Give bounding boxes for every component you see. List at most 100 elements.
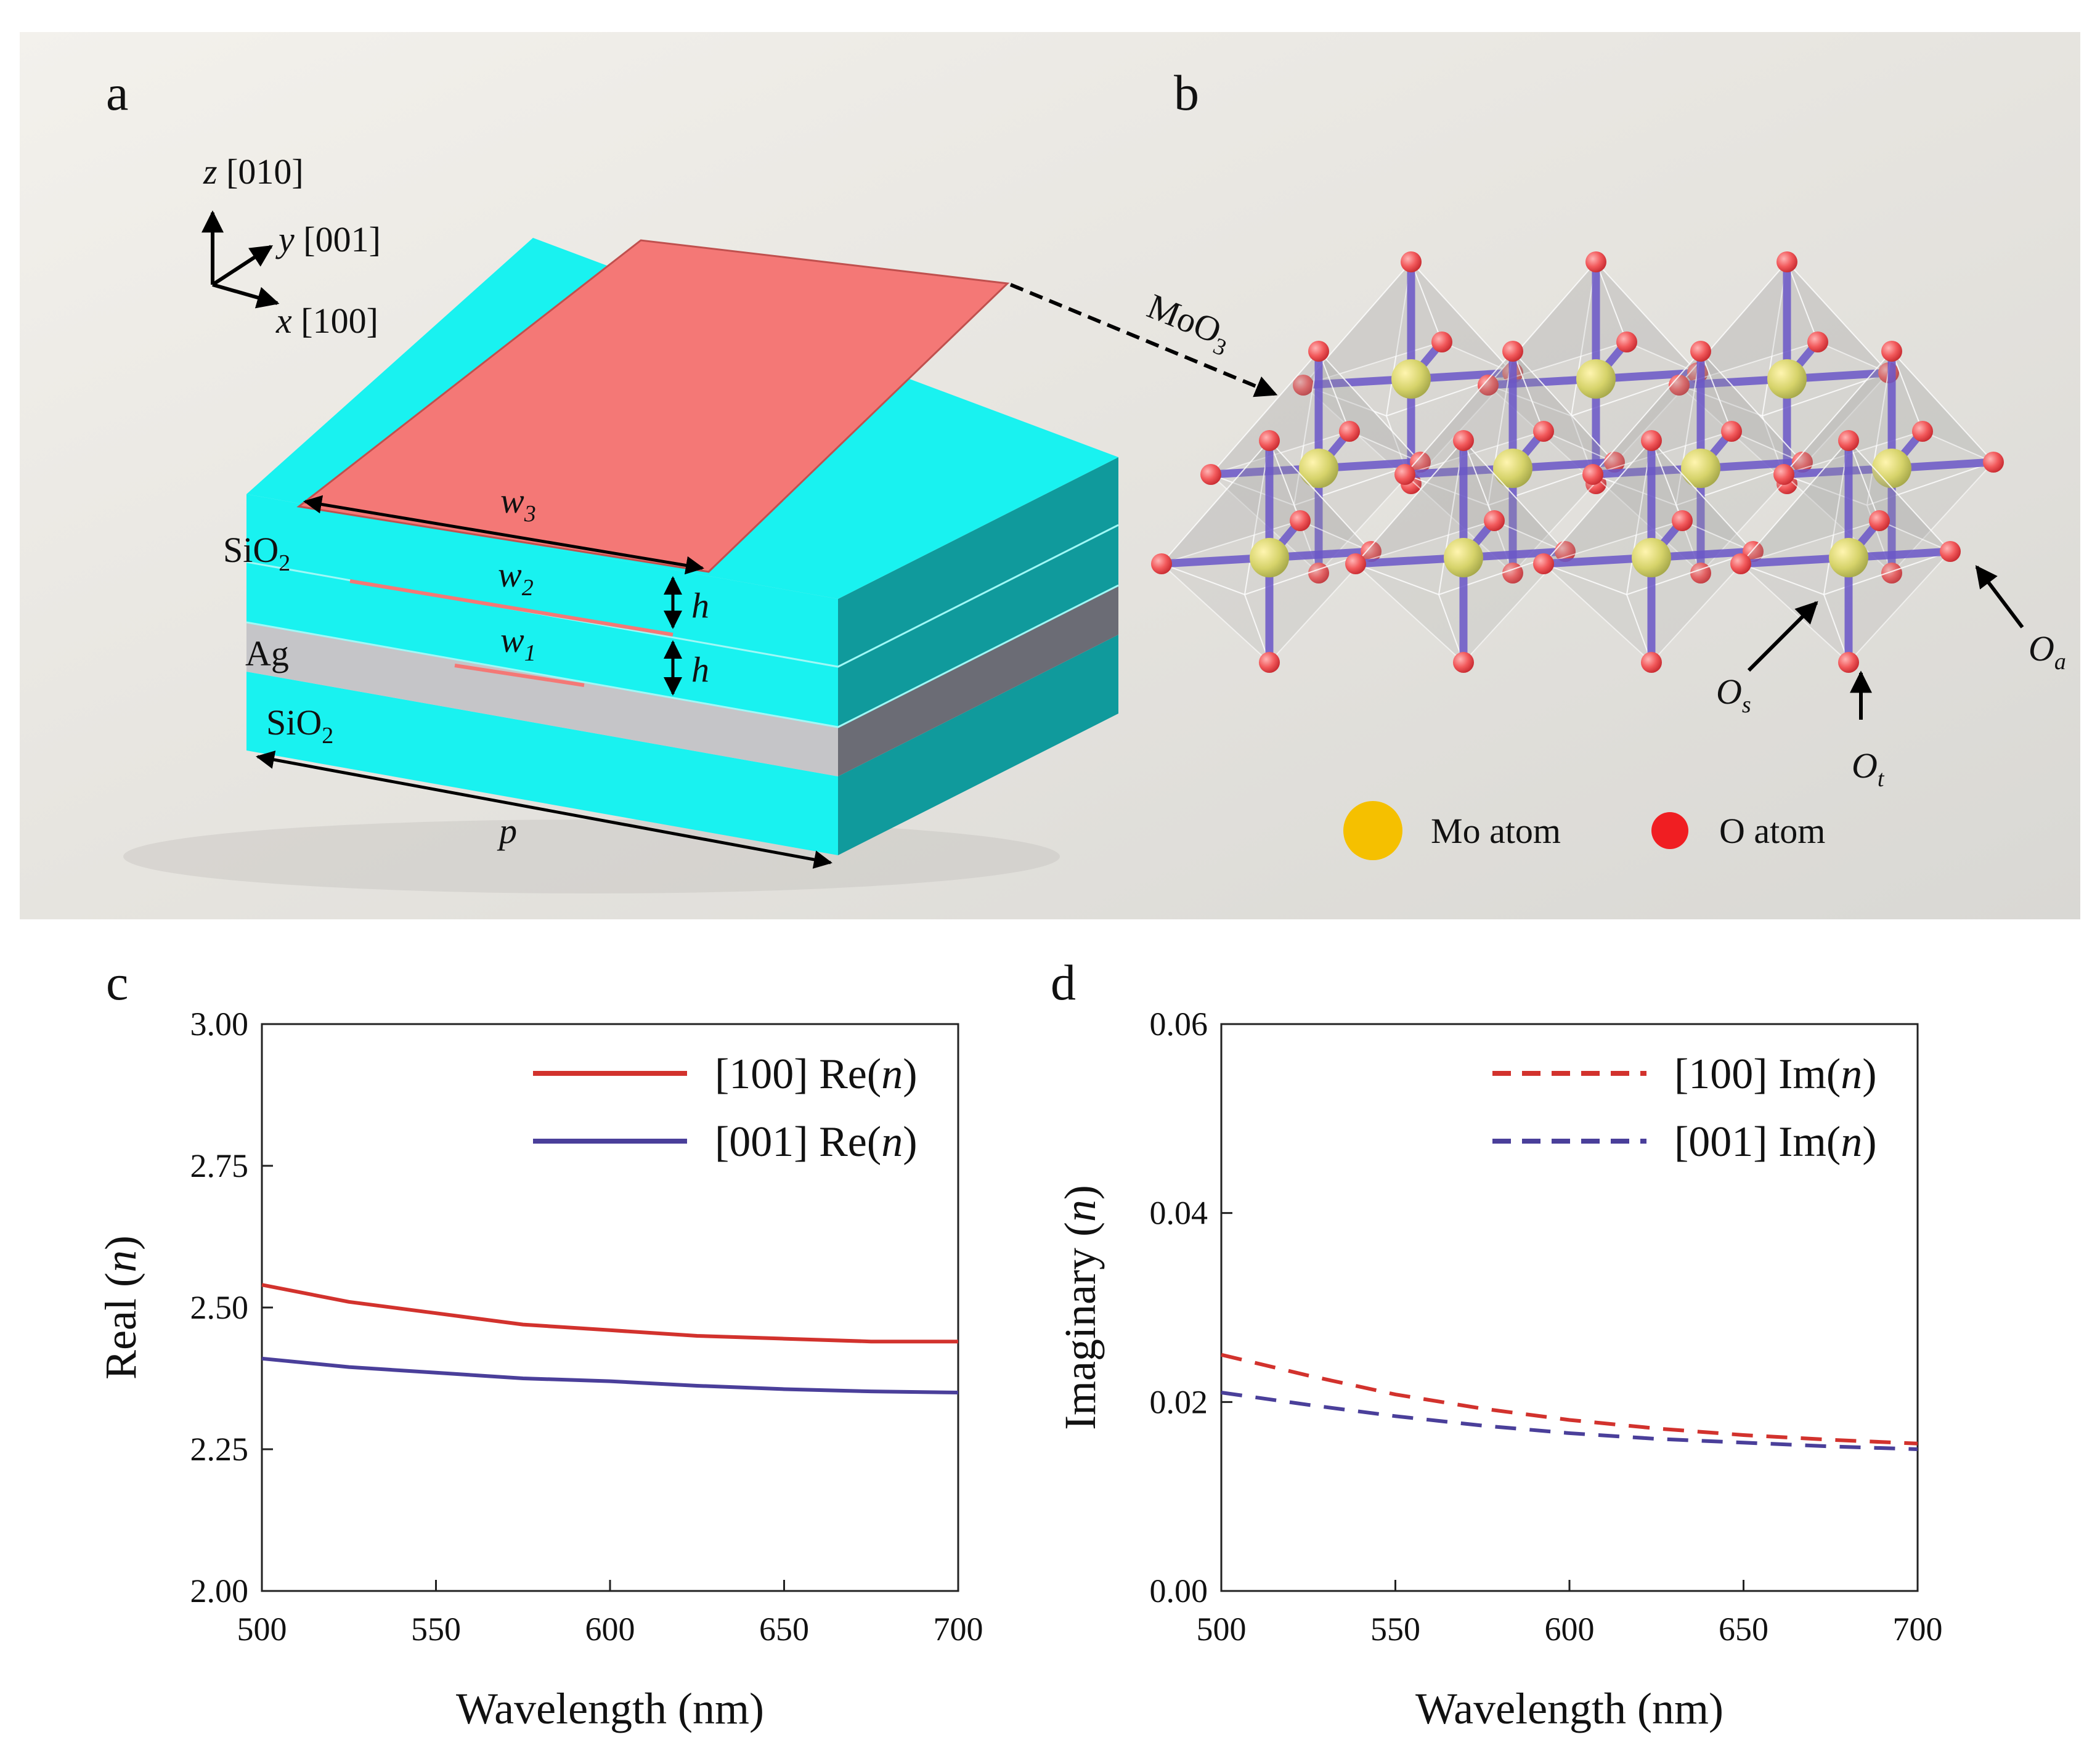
o-atom: [1773, 464, 1794, 485]
o-atom: [1604, 452, 1625, 473]
bottom-sio2-label: SiO2: [266, 702, 333, 749]
ag-side: [838, 585, 1118, 776]
z-axis-label: z [010]: [203, 152, 304, 192]
y-tick-label: 2.25: [190, 1431, 249, 1468]
panel-b-label: b: [1174, 65, 1199, 121]
panel-d-label: d: [1051, 954, 1076, 1011]
top-sio2-side: [838, 457, 1118, 667]
panel-a: a z [010] y [001] x [100]: [106, 65, 1278, 893]
moo3-crystal: [1151, 251, 2004, 673]
x-tick-label: 550: [411, 1611, 461, 1648]
p-label: p: [497, 811, 517, 851]
os-label: Os: [1716, 672, 1751, 718]
y-tick-label: 0.04: [1150, 1195, 1208, 1232]
x-tick-label: 550: [1370, 1611, 1420, 1648]
o-atom: [1869, 510, 1890, 531]
y-tick-label: 2.50: [190, 1289, 249, 1326]
o-atom-legend-label: O atom: [1719, 811, 1825, 851]
x-axis-title: Wavelength (nm): [456, 1684, 764, 1733]
o-atom: [1555, 541, 1576, 562]
mo-atom: [1493, 449, 1532, 488]
mo-atom-legend-label: Mo atom: [1431, 811, 1561, 851]
x-tick-label: 500: [1197, 1611, 1247, 1648]
oa-label: Oa: [2029, 628, 2066, 675]
o-atom: [1983, 452, 2004, 473]
y-axis-title: Real (n): [96, 1235, 145, 1380]
ot-label: Ot: [1852, 746, 1885, 792]
o-atom: [1730, 553, 1751, 574]
o-atom: [1881, 341, 1902, 362]
o-atom: [1838, 652, 1859, 673]
plot-frame: [261, 1023, 959, 1592]
x-tick-label: 650: [759, 1611, 809, 1648]
w2-label: w2: [498, 555, 534, 601]
panel-b: b Os Ot Oa Mo atom O atom: [1151, 65, 2066, 860]
o-atom: [1690, 341, 1711, 362]
o-atom: [1453, 652, 1474, 673]
o-atom: [1582, 464, 1603, 485]
o-atom: [1672, 510, 1693, 531]
mo-atom: [1444, 538, 1483, 577]
mo-atom: [1391, 359, 1431, 399]
o-atom: [1838, 430, 1859, 451]
o-atom: [1641, 652, 1662, 673]
o-atom: [1721, 421, 1742, 442]
moo3-pointer-arrow: [1009, 283, 1278, 397]
middle-sio2-front: [246, 562, 838, 727]
y-tick-label: 0.06: [1150, 1006, 1208, 1043]
mo-atom: [1872, 449, 1911, 488]
octahedron-face: [1570, 372, 1698, 485]
o-atom: [1807, 332, 1828, 352]
legend-label-0: [100] Re(n): [715, 1051, 918, 1098]
y-tick-label: 2.00: [190, 1572, 249, 1609]
ag-front: [246, 622, 838, 776]
chart-d: 500 550 600 650 700 0.00 0.02 0.04 0.06 Wavelengt…: [1056, 1006, 1943, 1733]
os-arrow: [1747, 601, 1818, 672]
grating-w2: [349, 579, 674, 637]
x-tick-label: 650: [1719, 1611, 1768, 1648]
o-atom: [1401, 251, 1422, 272]
shadow: [123, 820, 1060, 893]
y-tick-label: 3.00: [190, 1006, 249, 1043]
legend-label-1: [001] Im(n): [1674, 1118, 1877, 1166]
w3-dimension: [303, 495, 704, 575]
x-axis-label: x [100]: [275, 301, 378, 341]
y-tick-label: 0.00: [1150, 1572, 1208, 1609]
panel-a-label: a: [106, 65, 128, 121]
o-atom: [1410, 452, 1431, 473]
panel-d: d 500 550 600 650 700 0.00 0.02 0.04 0.06 Wavelen…: [1051, 954, 1943, 1733]
o-atom: [1484, 510, 1505, 531]
mo-atom: [1299, 449, 1338, 488]
x-axis-title: Wavelength (nm): [1415, 1684, 1724, 1733]
w3-label: w3: [500, 481, 536, 527]
mo-atom: [1576, 359, 1616, 399]
series-line-0: [261, 1283, 958, 1344]
o-atom: [1361, 541, 1382, 562]
y-axis-arrow: [211, 245, 274, 287]
x-tick-label: 600: [585, 1611, 635, 1648]
o-atom: [1533, 421, 1554, 442]
x-tick-label: 500: [237, 1611, 287, 1648]
octahedron-face: [1243, 551, 1372, 664]
o-atom: [1912, 421, 1933, 442]
octahedron-face: [1866, 462, 1994, 574]
o-atom: [1345, 553, 1366, 574]
octahedron-face: [1823, 551, 1951, 664]
mo-atom: [1632, 538, 1671, 577]
series-line-1: [1221, 1391, 1918, 1451]
o-atom: [1151, 553, 1172, 574]
axis-triad: [201, 210, 280, 309]
o-atom: [1940, 541, 1961, 562]
grating-w1: [454, 664, 585, 687]
bottom-sio2-side: [838, 635, 1118, 855]
o-atom: [1641, 430, 1662, 451]
mo-atom: [1829, 538, 1868, 577]
y-tick-label: 2.75: [190, 1147, 249, 1184]
mo-atom: [1681, 449, 1720, 488]
y-axis-label: y [001]: [275, 219, 381, 259]
x-tick-label: 700: [934, 1611, 983, 1648]
x-tick-label: 600: [1545, 1611, 1595, 1648]
o-atom: [1339, 421, 1360, 442]
octahedron-face: [1626, 551, 1754, 664]
